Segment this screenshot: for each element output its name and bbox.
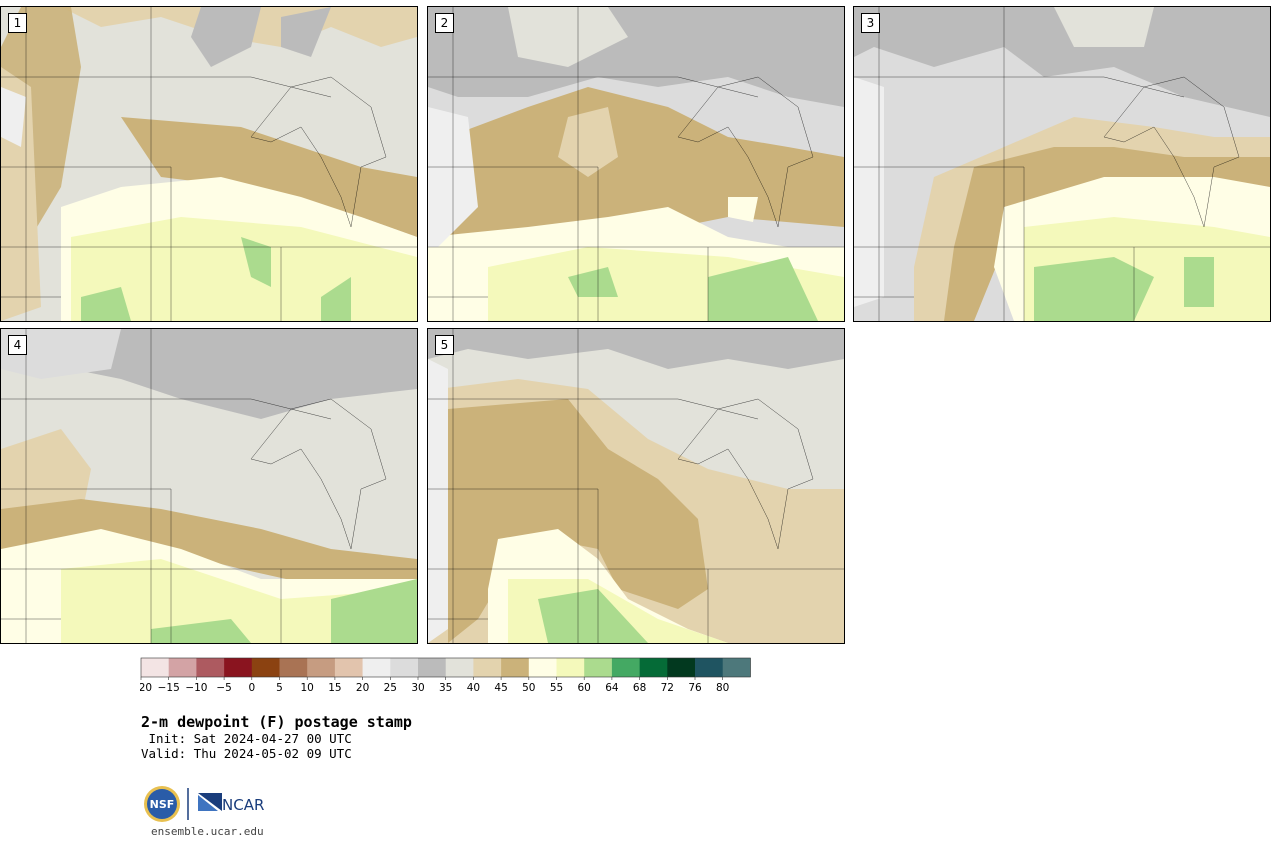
colorbar-swatch (528, 658, 557, 677)
colorbar-tick-label: 72 (661, 682, 674, 694)
dewpoint-map-5 (428, 329, 844, 643)
colorbar-tick-label: 68 (633, 682, 646, 694)
colorbar-swatch (639, 658, 668, 677)
colorbar-swatch (584, 658, 613, 677)
colorbar-tick-label: 64 (605, 682, 619, 694)
website-url[interactable]: ensemble.ucar.edu (151, 825, 264, 838)
colorbar-swatch (224, 658, 253, 677)
colorbar-tick-label: 0 (248, 682, 255, 694)
colorbar-swatch (334, 658, 363, 677)
panel-3[interactable]: 3 (853, 6, 1271, 322)
colorbar-tick-label: 20 (356, 682, 369, 694)
colorbar-tick-label: 60 (578, 682, 591, 694)
colorbar-swatch (611, 658, 640, 677)
colorbar: −20 −15 −10 −5 0 5 10 15 20 25 30 35 40 45 50 55 60 64 68 7… (140, 657, 751, 694)
panel-2[interactable]: 2 (427, 6, 845, 322)
colorbar-swatch (722, 658, 751, 677)
panel-1[interactable]: 1 (0, 6, 418, 322)
colorbar-tick-label: 5 (276, 682, 283, 694)
colorbar-tick-label: 55 (550, 682, 563, 694)
colorbar-tick-label: 50 (522, 682, 535, 694)
colorbar-tick-label: 25 (384, 682, 397, 694)
colorbar-swatch (196, 658, 225, 677)
colorbar-tick-label: 35 (439, 682, 452, 694)
colorbar-swatch (418, 658, 446, 677)
colorbar-tick-label: 76 (688, 682, 702, 694)
colorbar-swatch (251, 658, 280, 677)
colorbar-swatch (695, 658, 723, 677)
panel-label: 4 (8, 335, 27, 355)
init-time: Init: Sat 2024-04-27 00 UTC (141, 731, 352, 746)
colorbar-tick-label: 40 (467, 682, 480, 694)
colorbar-swatch (307, 658, 336, 677)
colorbar-swatch (279, 658, 308, 677)
dewpoint-map-2 (428, 7, 844, 321)
plot-title: 2-m dewpoint (F) postage stamp (141, 713, 412, 731)
colorbar-swatch (473, 658, 502, 677)
colorbar-swatch (362, 658, 391, 677)
panel-label: 5 (435, 335, 454, 355)
nsf-logo: NSF (144, 786, 180, 822)
panel-5[interactable]: 5 (427, 328, 845, 644)
colorbar-tick-label: 15 (328, 682, 341, 694)
nsf-logo-text: NSF (150, 798, 175, 811)
dewpoint-map-3 (854, 7, 1270, 321)
panel-label: 3 (861, 13, 880, 33)
valid-time: Valid: Thu 2024-05-02 09 UTC (141, 746, 352, 761)
colorbar-tick-label: −15 (158, 682, 180, 694)
panel-label: 1 (8, 13, 27, 33)
ncar-logo-text: NCAR (222, 796, 264, 814)
colorbar-swatch (501, 658, 530, 677)
colorbar-tick-label: 30 (411, 682, 424, 694)
colorbar-tick-label: −20 (140, 682, 152, 694)
colorbar-swatch (556, 658, 585, 677)
colorbar-tick-label: −10 (185, 682, 207, 694)
dewpoint-map-4 (1, 329, 417, 643)
logos: NSF NCAR (144, 786, 264, 822)
colorbar-tick-label: 80 (716, 682, 729, 694)
panel-4[interactable]: 4 (0, 328, 418, 644)
colorbar-swatch (168, 658, 197, 677)
dewpoint-map-1 (1, 7, 417, 321)
colorbar-swatch (141, 658, 169, 677)
colorbar-swatch (445, 658, 474, 677)
colorbar-tick-label: 10 (301, 682, 314, 694)
colorbar-tick-label: −5 (216, 682, 231, 694)
colorbar-swatch (667, 658, 696, 677)
colorbar-tick-label: 45 (494, 682, 507, 694)
colorbar-swatch (390, 658, 419, 677)
ncar-logo: NCAR (198, 793, 264, 814)
panel-label: 2 (435, 13, 454, 33)
